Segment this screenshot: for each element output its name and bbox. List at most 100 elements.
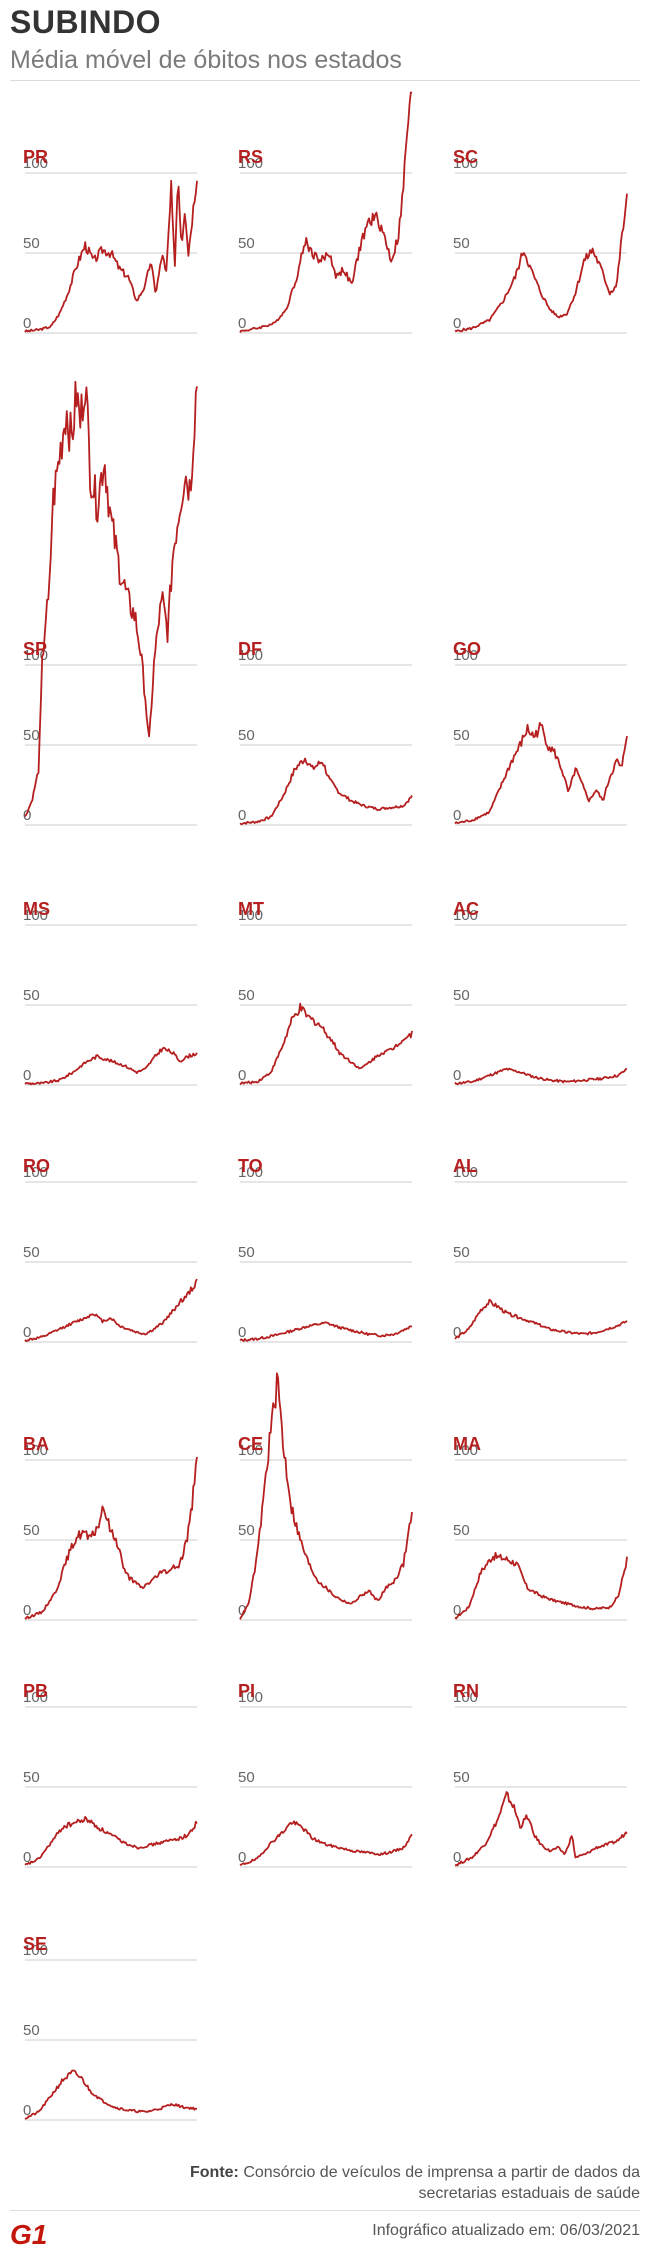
y-tick-label: 0: [23, 315, 31, 332]
state-label: DF: [238, 639, 262, 659]
y-tick-label: 0: [23, 1324, 31, 1341]
series-line: [24, 1816, 198, 1866]
series-line: [24, 2069, 198, 2120]
y-tick-label: 0: [453, 1849, 461, 1866]
state-label: MT: [238, 899, 264, 919]
header-divider: [10, 80, 640, 81]
series-line: [24, 380, 198, 817]
y-tick-label: 100: [238, 155, 263, 172]
series-line: [454, 722, 628, 825]
y-tick-label: 100: [453, 155, 478, 172]
page-title: SUBINDO: [10, 4, 162, 40]
y-tick-label: 0: [453, 807, 461, 824]
y-tick-label: 100: [23, 1942, 48, 1959]
y-tick-label: 50: [238, 1244, 255, 1261]
y-tick-label: 0: [238, 1324, 246, 1341]
page-subtitle: Média móvel de óbitos nos estados: [10, 46, 402, 74]
y-tick-label: 100: [453, 647, 478, 664]
series-line: [454, 1551, 628, 1620]
state-label: PB: [23, 1681, 48, 1701]
y-tick-label: 0: [23, 807, 31, 824]
y-tick-label: 0: [238, 315, 246, 332]
y-tick-label: 0: [23, 1602, 31, 1619]
y-tick-label: 100: [23, 155, 48, 172]
series-line: [454, 1298, 628, 1340]
state-label: TO: [238, 1156, 263, 1176]
series-line: [239, 757, 413, 826]
y-tick-label: 0: [23, 1067, 31, 1084]
series-line: [239, 1321, 413, 1342]
series-line: [454, 193, 628, 333]
y-tick-label: 100: [238, 1689, 263, 1706]
y-tick-label: 50: [238, 1522, 255, 1539]
y-tick-label: 0: [238, 1067, 246, 1084]
state-label: SE: [23, 1934, 47, 1954]
y-tick-label: 0: [238, 1849, 246, 1866]
y-tick-label: 50: [23, 987, 40, 1004]
y-tick-label: 50: [453, 1769, 470, 1786]
state-label: PI: [238, 1681, 255, 1701]
y-tick-label: 0: [453, 315, 461, 332]
y-tick-label: 50: [238, 1769, 255, 1786]
state-label: BA: [23, 1434, 49, 1454]
g1-logo: G1: [10, 2219, 47, 2248]
series-line: [24, 1456, 198, 1620]
y-tick-label: 50: [453, 727, 470, 744]
y-tick-label: 0: [453, 1067, 461, 1084]
svg-text:G1: G1: [10, 2219, 47, 2248]
y-tick-label: 50: [453, 1244, 470, 1261]
source-text: Consórcio de veículos de imprensa a part…: [243, 2164, 640, 2202]
state-label: CE: [238, 1434, 263, 1454]
y-tick-label: 0: [238, 1602, 246, 1619]
series-line: [454, 1791, 628, 1867]
y-tick-label: 50: [238, 727, 255, 744]
y-tick-label: 0: [23, 2102, 31, 2119]
y-tick-label: 50: [23, 2022, 40, 2039]
y-tick-label: 100: [238, 1442, 263, 1459]
y-tick-label: 100: [453, 1164, 478, 1181]
y-tick-label: 0: [23, 1849, 31, 1866]
series-line: [239, 1002, 413, 1086]
series-line: [239, 91, 413, 333]
y-tick-label: 50: [23, 1769, 40, 1786]
y-tick-label: 0: [453, 1602, 461, 1619]
y-tick-label: 100: [453, 1442, 478, 1459]
source-label: Fonte:: [190, 2164, 239, 2181]
series-line: [24, 1046, 198, 1086]
state-label: MA: [453, 1434, 481, 1454]
update-date: Infográfico atualizado em: 06/03/2021: [372, 2222, 640, 2239]
y-tick-label: 100: [23, 907, 48, 924]
source-note: Fonte: Consórcio de veículos de imprensa…: [190, 2162, 640, 2204]
y-tick-label: 50: [453, 235, 470, 252]
state-label: AL: [453, 1156, 477, 1176]
y-tick-label: 100: [453, 1689, 478, 1706]
state-label: SC: [453, 147, 478, 167]
state-label: SP: [23, 639, 47, 659]
y-tick-label: 100: [453, 907, 478, 924]
state-label: PR: [23, 147, 48, 167]
state-label: RO: [23, 1156, 50, 1176]
y-tick-label: 50: [453, 1522, 470, 1539]
y-tick-label: 100: [23, 1164, 48, 1181]
series-line: [24, 1278, 198, 1342]
y-tick-label: 100: [238, 1164, 263, 1181]
y-tick-label: 50: [23, 1244, 40, 1261]
state-label: RN: [453, 1681, 479, 1701]
